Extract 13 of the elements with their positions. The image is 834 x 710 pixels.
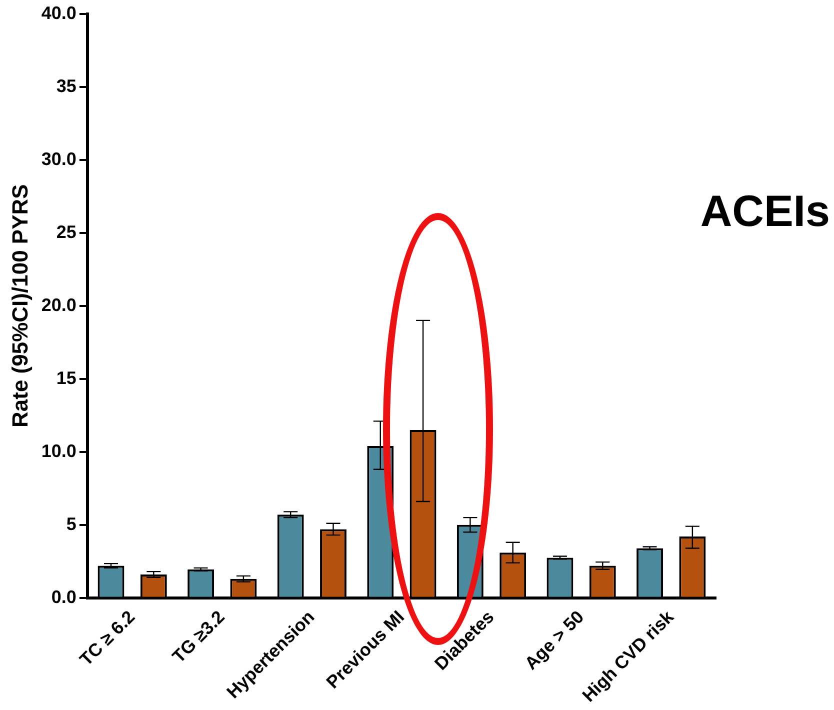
y-tick-label: 40.0	[41, 2, 76, 23]
annotation: ACEIs	[700, 187, 830, 236]
x-tick-label: Age > 50	[520, 606, 588, 674]
y-tick-label: 20.0	[41, 294, 76, 315]
y-tick-label: 30.0	[41, 148, 76, 169]
y-axis-title: Rate (95%CI)/100 PYRS	[7, 184, 32, 428]
y-tick-label: 15	[56, 368, 76, 388]
x-tick-label: TC ≥ 6.2	[76, 606, 139, 670]
y-tick-label: 25	[56, 222, 76, 242]
y-tick-label: 35	[56, 76, 76, 96]
y-tick-label: 0.0	[51, 586, 76, 607]
y-tick-label: 10.0	[41, 440, 76, 461]
y-tick-label: 5	[66, 514, 76, 534]
